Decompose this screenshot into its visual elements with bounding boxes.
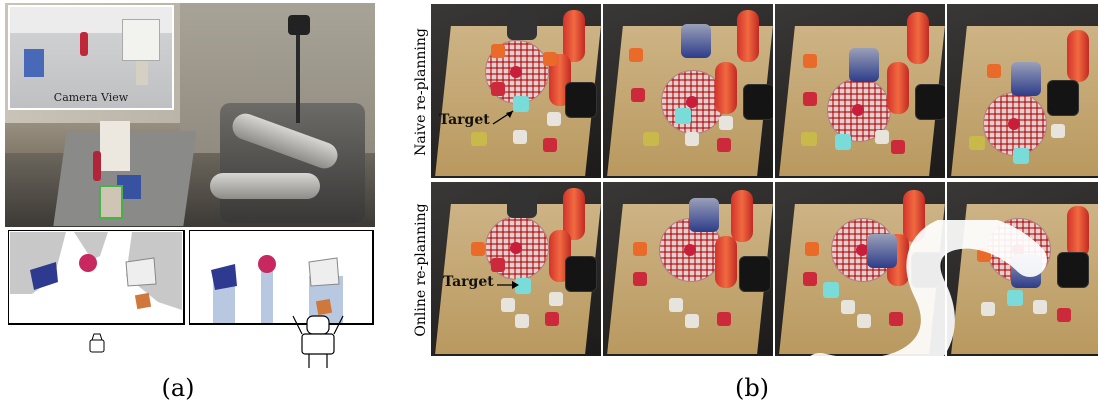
white-box-object [100, 121, 130, 171]
grey-block [125, 257, 157, 287]
highlighted-target-object [99, 185, 123, 219]
target-arrow-icon [497, 281, 519, 289]
target-label-online: Target [443, 274, 494, 290]
online-frame-2 [603, 182, 773, 356]
blue-column-center [261, 264, 273, 324]
target-label-naive: Target [439, 112, 490, 128]
robot-arm-lower [210, 173, 320, 199]
online-frame-3 [775, 182, 945, 356]
online-frame-1: Target [431, 182, 601, 356]
pink-ball [79, 254, 97, 272]
watermark-logo [803, 220, 1047, 393]
camera-view-label: Camera View [53, 91, 129, 104]
camera-view-inset: Camera View [8, 5, 174, 110]
camera-icon [89, 333, 105, 353]
naive-frame-1: Target [431, 4, 601, 178]
robot-camera-head [288, 15, 310, 35]
occlusion-diagram-human [189, 230, 374, 368]
robot-scene-photo [5, 3, 375, 227]
occlusion-shadow-center [74, 232, 108, 260]
naive-frame-4 [947, 4, 1098, 178]
orange-block [315, 298, 333, 316]
robot-mast [296, 33, 300, 123]
red-bottle-object [93, 151, 101, 181]
blue-block [30, 262, 58, 290]
subfigure-label-b: (b) [734, 374, 770, 402]
pink-ball [258, 255, 276, 273]
inset-can [136, 61, 148, 85]
naive-frame-3 [775, 4, 945, 178]
row-label-online: Online re-planning [413, 203, 429, 337]
occlusion-diagram-camera [8, 230, 185, 353]
blue-block [211, 264, 237, 290]
row-label-naive: Naive re-planning [413, 28, 429, 156]
target-arrow-icon [492, 110, 514, 125]
subfigure-label-a: (a) [161, 374, 195, 402]
grey-block [308, 257, 340, 287]
inset-red-bottle [80, 32, 88, 56]
orange-block [134, 292, 152, 310]
inset-white-box [122, 19, 160, 61]
naive-frame-2 [603, 4, 773, 178]
inset-blue-box [24, 49, 44, 77]
human-figure-icon [292, 315, 344, 368]
